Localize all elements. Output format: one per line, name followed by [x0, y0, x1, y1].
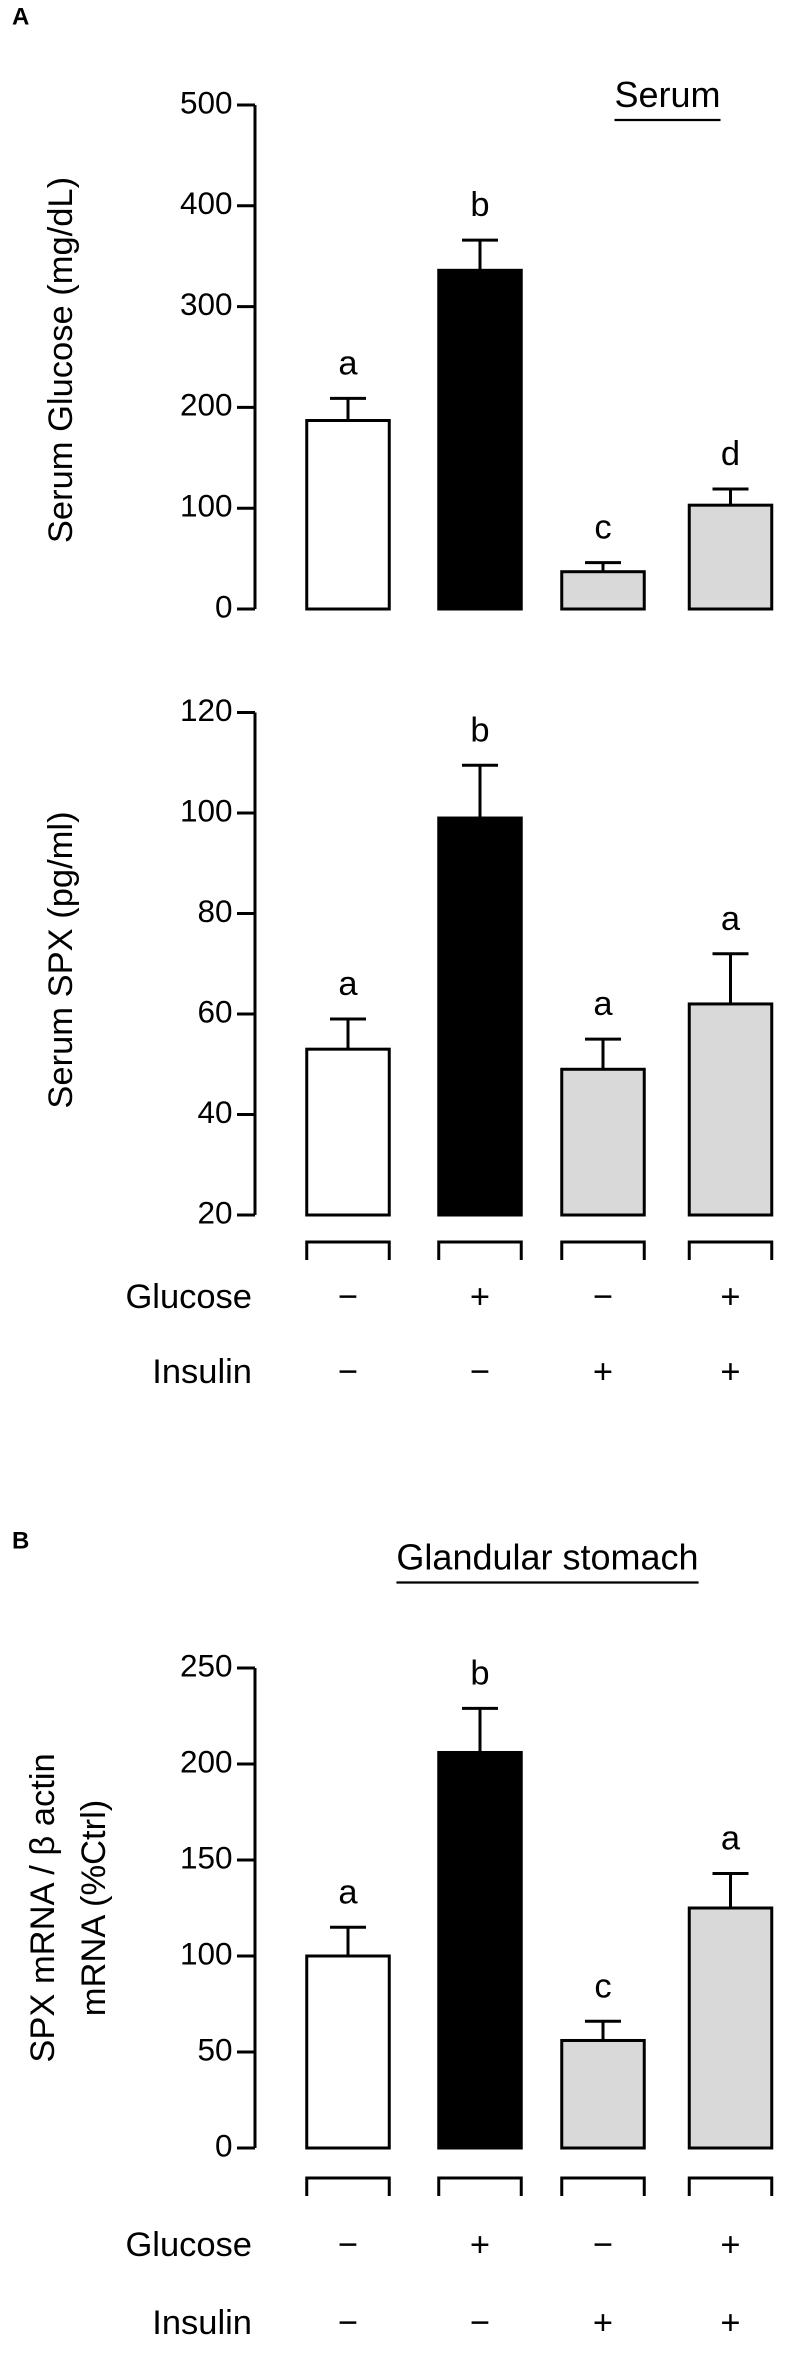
y-tick-label: 200: [180, 387, 233, 423]
treatment-name: Glucose: [125, 2226, 252, 2264]
group-bracket: [437, 2176, 523, 2197]
y-tick-label: 120: [180, 692, 233, 728]
significance-letter: b: [470, 711, 489, 749]
y-tick-label: 200: [180, 1743, 233, 1779]
group-bracket: [560, 2176, 646, 2197]
bar: [560, 570, 646, 611]
y-axis-title: Serum Glucose (mg/dL): [42, 177, 80, 543]
y-tick-label: 50: [197, 2031, 232, 2067]
treatment-name: Insulin: [152, 1353, 252, 1391]
y-axis-title: Serum SPX (pg/ml): [42, 811, 80, 1108]
y-tick-label: 300: [180, 286, 233, 322]
treatment-sign: −: [338, 2226, 358, 2264]
bar: [437, 816, 523, 1217]
y-tick-label: 100: [180, 488, 233, 524]
treatment-sign: −: [470, 1353, 490, 1391]
significance-letter: d: [721, 435, 740, 473]
bar: [437, 1750, 523, 2150]
panel-label: A: [12, 3, 29, 30]
y-tick-label: 0: [215, 588, 233, 624]
treatment-sign: +: [470, 1278, 490, 1316]
significance-letter: c: [594, 1967, 611, 2005]
treatment-name: Glucose: [125, 1278, 252, 1316]
group-bracket: [560, 1240, 646, 1261]
y-tick-label: 150: [180, 1839, 233, 1875]
bar: [560, 1067, 646, 1217]
group-bracket: [687, 2176, 774, 2197]
y-axis-title: mRNA (%Ctrl): [75, 1800, 113, 2017]
bar: [560, 2038, 646, 2150]
y-tick-label: 80: [197, 893, 232, 929]
bar: [687, 1002, 774, 1217]
panel-label: B: [12, 1527, 29, 1554]
treatment-sign: +: [593, 1353, 613, 1391]
treatment-sign: −: [470, 2304, 490, 2342]
group-bracket: [305, 1240, 391, 1261]
panel-title: Glandular stomach: [396, 1537, 698, 1578]
y-tick-label: 0: [215, 2127, 233, 2163]
treatment-sign: +: [720, 2304, 740, 2342]
significance-letter: a: [721, 1820, 741, 1858]
treatment-sign: +: [720, 1278, 740, 1316]
treatment-sign: +: [593, 2304, 613, 2342]
y-tick-label: 60: [197, 993, 232, 1029]
group-bracket: [305, 2176, 391, 2197]
bar: [437, 268, 523, 611]
group-bracket: [437, 1240, 523, 1261]
bar: [305, 1047, 391, 1217]
significance-letter: a: [338, 1873, 358, 1911]
y-tick-label: 100: [180, 792, 233, 828]
treatment-sign: −: [593, 2226, 613, 2264]
significance-letter: a: [593, 985, 613, 1023]
treatment-sign: −: [338, 1278, 358, 1316]
treatment-sign: +: [720, 2226, 740, 2264]
bar: [305, 419, 391, 611]
significance-letter: c: [594, 509, 611, 547]
y-tick-label: 500: [180, 84, 233, 120]
treatment-sign: +: [720, 1353, 740, 1391]
treatment-sign: −: [593, 1278, 613, 1316]
significance-letter: a: [721, 900, 741, 938]
group-bracket: [687, 1240, 774, 1261]
y-tick-label: 250: [180, 1647, 233, 1683]
treatment-sign: −: [338, 1353, 358, 1391]
significance-letter: b: [470, 186, 489, 224]
y-tick-label: 100: [180, 1935, 233, 1971]
significance-letter: b: [470, 1654, 489, 1692]
y-tick-label: 20: [197, 1194, 232, 1230]
treatment-name: Insulin: [152, 2304, 252, 2342]
significance-letter: a: [338, 965, 358, 1003]
treatment-sign: +: [470, 2226, 490, 2264]
bar: [305, 1954, 391, 2150]
y-tick-label: 400: [180, 185, 233, 221]
significance-letter: a: [338, 344, 358, 382]
y-axis-title: SPX mRNA / β actin: [24, 1753, 62, 2062]
y-tick-label: 40: [197, 1094, 232, 1130]
bar: [687, 503, 774, 611]
panel-title: Serum: [614, 74, 720, 115]
treatment-sign: −: [338, 2304, 358, 2342]
bar: [687, 1906, 774, 2150]
